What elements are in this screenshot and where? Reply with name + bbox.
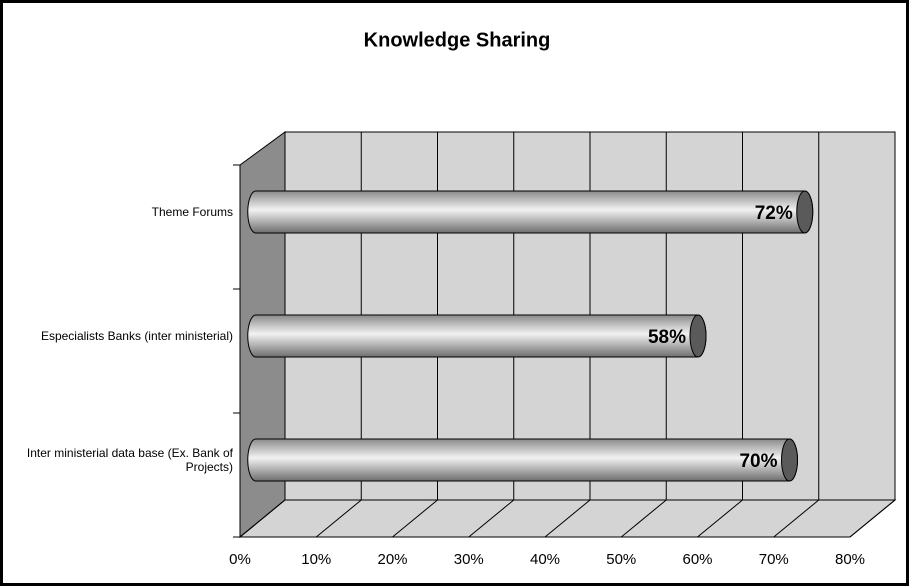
bar (247, 190, 814, 234)
x-tick-label: 10% (301, 551, 331, 568)
bar (247, 438, 798, 482)
x-tick-label: 50% (606, 551, 636, 568)
floor-grid-line (620, 499, 667, 538)
category-label-box: Theme Forums (151, 205, 233, 219)
bar-cap (781, 438, 798, 482)
floor-grid-line (544, 499, 591, 538)
category-label-box: Inter ministerial data base (Ex. Bank of… (26, 446, 233, 474)
y-tick-label: Theme Forums (151, 205, 233, 219)
bar-body (247, 438, 798, 482)
floor-grid-line (392, 499, 438, 538)
x-tick-label: 70% (759, 551, 789, 568)
x-tick-label: 20% (377, 551, 407, 568)
floor-grid-line (315, 499, 362, 538)
x-tick-label: 40% (530, 551, 560, 568)
x-tick-label: 30% (454, 551, 484, 568)
y-tick-label: Inter ministerial data base (Ex. Bank of… (26, 446, 233, 474)
floor-grid-line (239, 499, 286, 538)
data-label: 72% (755, 203, 793, 224)
bar-body (247, 190, 814, 234)
category-label-box: Especialists Banks (inter ministerial) (40, 329, 233, 343)
data-label: 58% (648, 327, 686, 348)
floor-grid-line (773, 499, 820, 538)
bar-cap (796, 190, 814, 234)
floor-grid-line (697, 499, 743, 538)
bar-body (247, 314, 707, 358)
x-tick-label: 80% (835, 551, 865, 568)
data-label: 70% (739, 451, 777, 472)
bar-cap (689, 314, 707, 358)
bar (247, 314, 707, 358)
y-tick-label: Especialists Banks (inter ministerial) (40, 329, 233, 343)
x-tick-label: 60% (682, 551, 712, 568)
chart-title: Knowledge Sharing (364, 29, 551, 51)
floor-grid-line (468, 499, 515, 538)
floor-grid-line (849, 499, 896, 538)
x-tick-label: 0% (229, 551, 251, 568)
